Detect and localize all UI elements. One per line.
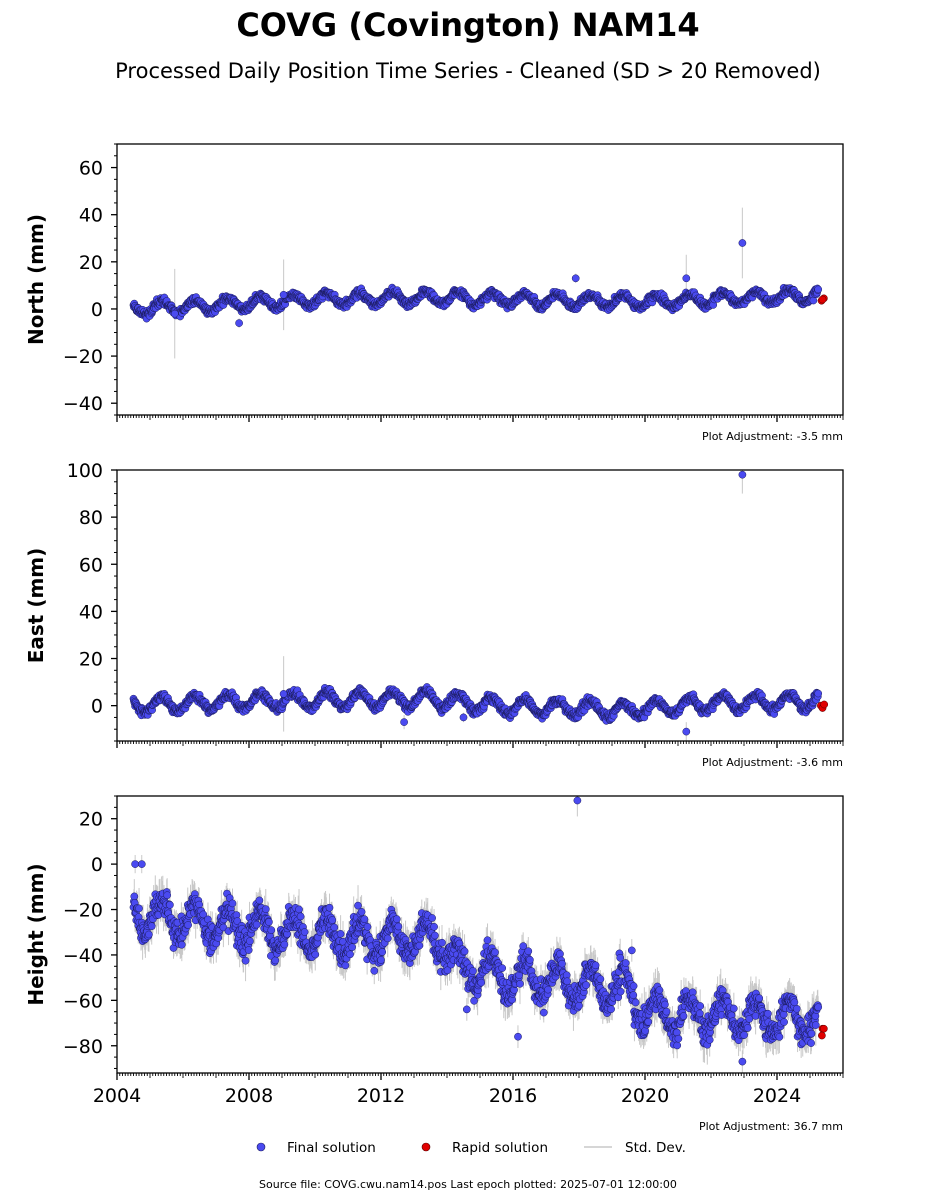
- plot-area-1: [129, 207, 828, 359]
- y-tick-label: 40: [79, 205, 103, 227]
- final-point: [738, 239, 747, 247]
- chart-title: COVG (Covington) NAM14: [236, 6, 699, 44]
- final-point: [235, 319, 243, 327]
- final-point: [809, 296, 818, 305]
- plot-adjustment-note: Plot Adjustment: -3.5 mm: [702, 430, 843, 443]
- axes-frame: [116, 143, 844, 416]
- y-tick-label: −20: [63, 346, 103, 368]
- final-point: [682, 274, 691, 283]
- y-tick-label: −40: [63, 393, 103, 415]
- final-point: [279, 290, 288, 299]
- chart-subtitle: Processed Daily Position Time Series - C…: [115, 59, 821, 83]
- panels: −40 −20 0 20 40 60 North (mm) Plot Adjustment: …: [24, 143, 844, 1133]
- y-tick-label: 20: [79, 252, 103, 274]
- final-point: [571, 274, 580, 283]
- final-point: [170, 309, 179, 318]
- plot-area-2: [129, 470, 829, 741]
- rapid-point: [818, 295, 827, 304]
- final-points: [129, 239, 823, 327]
- y-axis-label: North (mm): [24, 214, 48, 345]
- y-tick-label: 60: [79, 158, 103, 180]
- std-dev-bars: [133, 207, 819, 359]
- y-tick-label: 0: [91, 299, 103, 321]
- rapid-points: [817, 294, 828, 305]
- final-point: [814, 285, 823, 294]
- panel-1: −40 −20 0 20 40 60 North (mm) Plot Adjustment: …: [24, 143, 844, 443]
